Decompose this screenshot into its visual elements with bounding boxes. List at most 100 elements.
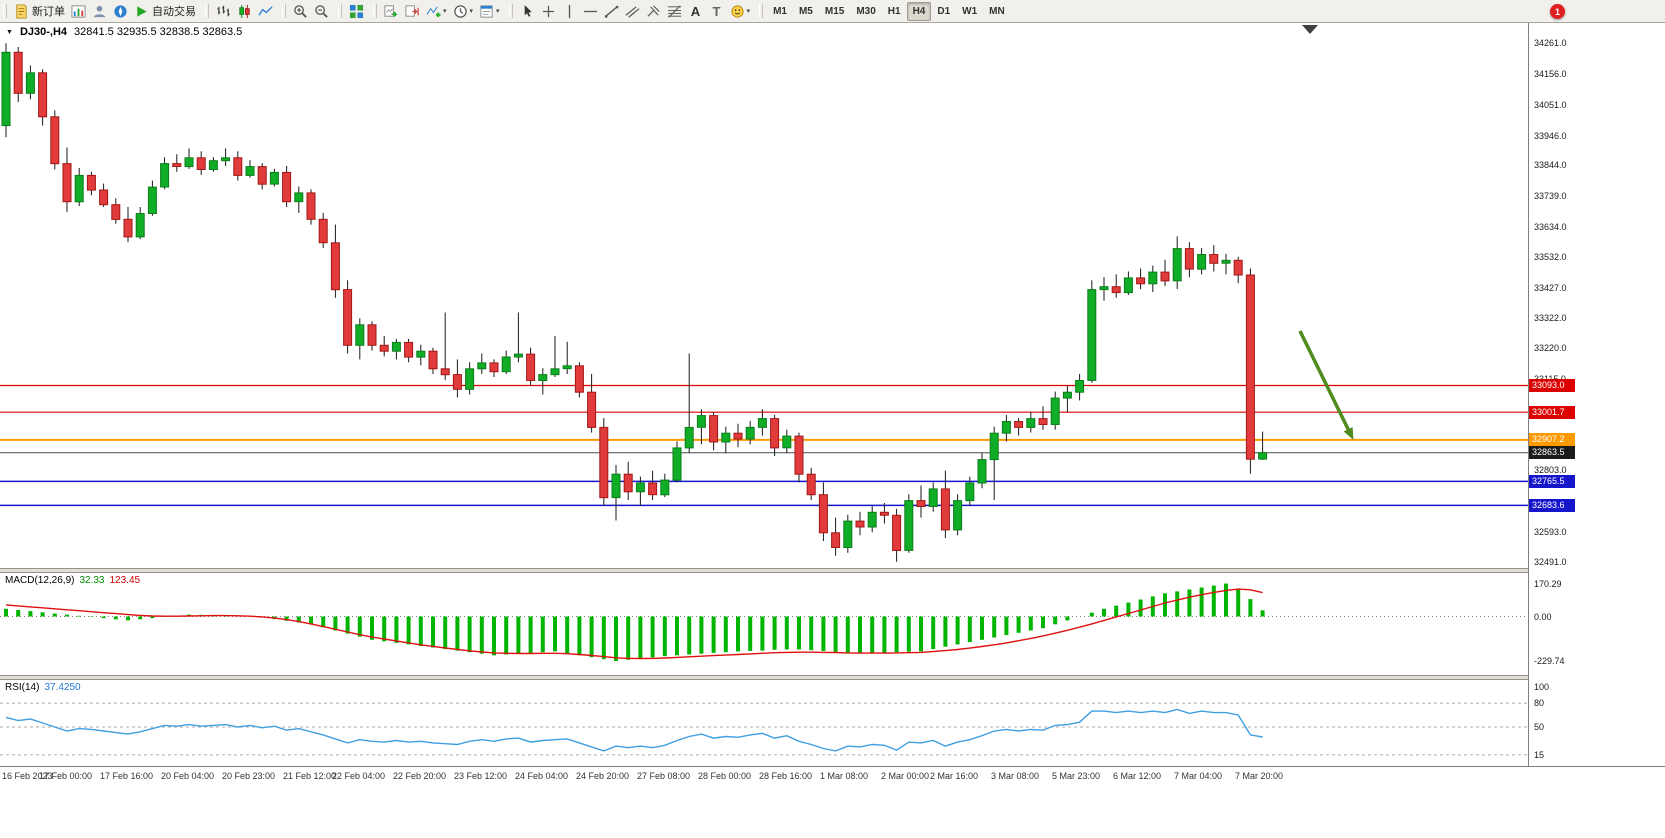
cursor-button[interactable] (517, 2, 538, 21)
person-icon (92, 4, 107, 19)
profiles-button[interactable] (89, 2, 110, 21)
tf-m1-button[interactable]: M1 (767, 2, 793, 21)
hline-price-badge[interactable]: 32683.6 (1529, 499, 1575, 512)
tf-m30-button[interactable]: M30 (850, 2, 881, 21)
svg-text:T: T (712, 4, 720, 19)
hline-price-badge[interactable]: 33001.7 (1529, 406, 1575, 419)
play-icon (134, 4, 149, 19)
time-tick-label: 3 Mar 08:00 (991, 771, 1040, 781)
candle-body (184, 157, 194, 168)
periods-button[interactable]: ▾ (450, 2, 477, 21)
zoom-in-button[interactable] (290, 2, 311, 21)
macd-chart-canvas[interactable] (0, 573, 1528, 675)
macd-panel-splitter[interactable] (0, 568, 1665, 573)
tile-windows-button[interactable] (346, 2, 367, 21)
annotation-arrow[interactable] (1298, 330, 1354, 440)
navigator-button[interactable] (110, 2, 131, 21)
tf-d1-button[interactable]: D1 (931, 2, 956, 21)
tf-w1-button[interactable]: W1 (956, 2, 983, 21)
candle-body (1233, 259, 1243, 276)
rsi-chart-canvas[interactable] (0, 680, 1528, 766)
tf-m1-button-label: M1 (773, 5, 787, 17)
crosshair-button[interactable] (538, 2, 559, 21)
hline-price-badge[interactable]: 32907.2 (1529, 433, 1575, 446)
zoomout-icon (314, 4, 329, 19)
macd-panel[interactable]: MACD(12,26,9) 32.33 123.45 (0, 573, 1528, 675)
candle-body (867, 511, 877, 528)
time-tick-label: 28 Feb 16:00 (759, 771, 813, 781)
price-tick-label: 32593.0 (1534, 527, 1567, 537)
rsi-panel[interactable]: RSI(14) 37.4250 (0, 680, 1528, 766)
channel-button[interactable] (622, 2, 643, 21)
candle-body (1062, 391, 1072, 399)
indicators-button[interactable]: ▾ (423, 2, 450, 21)
dropdown-caret-icon[interactable]: ▾ (746, 8, 751, 15)
autotrading-button[interactable]: 自动交易 (131, 2, 199, 21)
tf-m5-button[interactable]: M5 (793, 2, 819, 21)
candle-body (977, 459, 987, 484)
vertical-line-button[interactable] (559, 2, 580, 21)
rsi-panel-splitter[interactable] (0, 675, 1665, 680)
chart-shift-marker-icon[interactable] (1302, 25, 1318, 34)
candle-body (623, 473, 633, 493)
fibo-icon (667, 4, 682, 19)
candle-body (489, 362, 499, 373)
bar-chart-button[interactable] (213, 2, 234, 21)
candle-body (343, 289, 353, 346)
rsi-tick-label: 15 (1534, 750, 1545, 760)
tf-m15-button[interactable]: M15 (819, 2, 850, 21)
dropdown-caret-icon[interactable]: ▾ (443, 8, 447, 15)
price-tick-label: 32491.0 (1534, 557, 1567, 567)
time-tick-label: 5 Mar 23:00 (1052, 771, 1101, 781)
autotrading-button-label: 自动交易 (152, 6, 196, 18)
tf-h4-button-label: H4 (912, 5, 926, 17)
price-tick-label: 33532.0 (1534, 252, 1567, 262)
time-axis[interactable]: 16 Feb 2023 17 Feb 00:00 17 Feb 16:00 20 Fe… (0, 766, 1665, 788)
tf-h4-button[interactable]: H4 (906, 1, 932, 21)
new-order-button[interactable]: 新订单 (11, 2, 68, 21)
zoomin-icon (293, 4, 308, 19)
text-button[interactable]: A (685, 2, 706, 21)
chart-shift-button[interactable] (402, 2, 423, 21)
hline-price-badge[interactable]: 32765.5 (1529, 475, 1575, 488)
candle-body (160, 163, 170, 188)
candle-body (294, 192, 304, 203)
templates-button[interactable]: ▾ (476, 2, 503, 21)
candle-body (86, 174, 96, 191)
zoom-out-button[interactable] (311, 2, 332, 21)
time-tick-label: 20 Feb 23:00 (222, 771, 276, 781)
tf-h1-button[interactable]: H1 (882, 2, 907, 21)
candle-body (330, 242, 340, 291)
textT-icon: T (709, 4, 724, 19)
auto-scroll-button[interactable] (381, 2, 402, 21)
label-button[interactable]: T (706, 2, 727, 21)
trendline-button[interactable] (601, 2, 622, 21)
dropdown-caret-icon[interactable]: ▾ (469, 8, 474, 15)
new-chart-button[interactable] (68, 2, 89, 21)
candle-body (1099, 286, 1109, 291)
candle-body (721, 432, 731, 443)
quick-trade-collapse-icon[interactable]: ▼ (6, 28, 13, 36)
hline-price-badge[interactable]: 33093.0 (1529, 379, 1575, 392)
macd-main-value: 32.33 (79, 575, 105, 586)
notification-badge[interactable]: 1 (1550, 4, 1565, 19)
candle-body (526, 353, 536, 382)
line-chart-button[interactable] (255, 2, 276, 21)
candle-body (916, 500, 926, 508)
candlestick-chart-button[interactable] (234, 2, 255, 21)
main-chart-panel[interactable]: ▼ DJ30-,H4 32841.5 32935.5 32838.5 32863… (0, 23, 1528, 568)
horizontal-line-button[interactable] (580, 2, 601, 21)
fibonacci-button[interactable] (664, 2, 685, 21)
candle-body (879, 511, 889, 516)
price-chart-canvas[interactable] (0, 23, 1528, 568)
dropdown-caret-icon[interactable]: ▾ (496, 8, 500, 15)
price-axis[interactable]: 34261.0 34156.0 34051.0 33946.0 33844.0 33739… (1528, 23, 1665, 766)
candle-body (196, 157, 206, 171)
tf-mn-button[interactable]: MN (983, 2, 1011, 21)
pitchfork-button[interactable] (643, 2, 664, 21)
candle-body (928, 488, 938, 507)
candle-body (38, 72, 48, 118)
tf-m5-button-label: M5 (798, 5, 813, 17)
price-tick-label: 33322.0 (1534, 313, 1567, 323)
arrows-button[interactable]: ▾ (727, 2, 754, 21)
